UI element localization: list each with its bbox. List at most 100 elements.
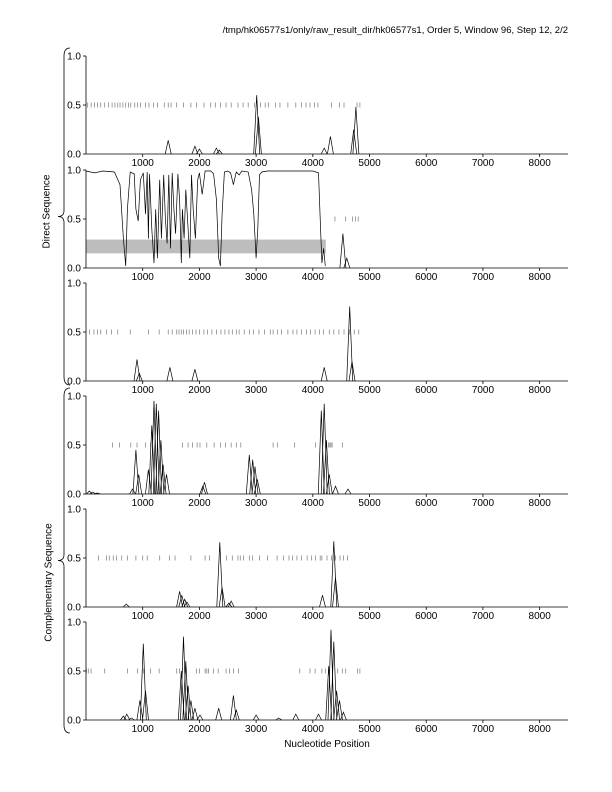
panel-4-peak bbox=[155, 410, 162, 495]
panel-6-peak bbox=[232, 709, 240, 721]
panel-4-peak bbox=[145, 469, 152, 495]
panel-5-peak bbox=[330, 541, 338, 608]
panel-6-peak bbox=[187, 700, 195, 721]
panel-6-peak bbox=[191, 708, 199, 721]
panel-4-xtick-label: 5000 bbox=[358, 498, 381, 509]
panel-6-peak bbox=[325, 666, 333, 721]
panel-2-xtick-label: 5000 bbox=[358, 272, 381, 283]
panel-3-peak bbox=[320, 367, 328, 382]
panel-1-xtick-label: 3000 bbox=[245, 158, 268, 169]
panel-6-peak bbox=[180, 636, 187, 721]
panel-3-xtick-label: 1000 bbox=[132, 385, 155, 396]
panel-2-profile-line bbox=[85, 170, 326, 267]
panel-4-xtick-label: 8000 bbox=[529, 498, 552, 509]
panel-6-peak bbox=[123, 713, 131, 721]
panel-1-peak bbox=[164, 140, 172, 155]
panel-4-peak bbox=[163, 474, 170, 495]
panel-3-ytick-label: 1.0 bbox=[67, 279, 81, 290]
panel-4-peak bbox=[150, 400, 158, 495]
panel-5-ytick-label: 0.5 bbox=[67, 554, 81, 565]
panel-5-peak bbox=[183, 601, 191, 608]
panel-4-peak bbox=[249, 459, 257, 495]
panel-5-peak bbox=[181, 598, 189, 608]
panel-1-xtick-label: 8000 bbox=[529, 158, 552, 169]
panel-2-xtick-label: 8000 bbox=[529, 272, 552, 283]
panel-5-xtick-label: 3000 bbox=[245, 611, 268, 622]
panel-4-peak bbox=[94, 492, 101, 495]
panel-2-xtick-label: 2000 bbox=[188, 272, 211, 283]
panel-1-xtick-label: 1000 bbox=[132, 158, 155, 169]
panel-3-peak bbox=[346, 306, 354, 382]
panel-1-peak bbox=[213, 147, 220, 155]
panel-6-peak bbox=[182, 661, 190, 721]
panel-5-peak bbox=[319, 595, 326, 608]
panel-6-ytick-label: 1.0 bbox=[67, 618, 81, 629]
complementary-group-brace bbox=[57, 387, 71, 734]
panel-5-peak bbox=[218, 587, 226, 608]
panel-1-peak bbox=[327, 136, 334, 155]
panel-5-xtick-label: 7000 bbox=[472, 611, 495, 622]
x-axis-label: Nucleotide Position bbox=[284, 739, 370, 750]
panel-6-peak bbox=[333, 690, 340, 721]
panel-6-peak bbox=[330, 641, 338, 721]
panel-6-xtick-label: 8000 bbox=[529, 724, 552, 735]
panel-6-peak bbox=[315, 713, 322, 721]
panel-5-xtick-label: 4000 bbox=[302, 611, 325, 622]
panel-4-peak bbox=[201, 482, 208, 495]
panel-5-ytick-label: 1.0 bbox=[67, 505, 81, 516]
panel-6-peak bbox=[292, 713, 300, 721]
panel-4-ytick-label: 0.0 bbox=[67, 490, 81, 501]
direct-group-brace bbox=[57, 47, 71, 386]
panel-6-peak bbox=[230, 695, 237, 721]
panel-4-xtick-label: 4000 bbox=[302, 498, 325, 509]
panel-2-peak bbox=[339, 233, 347, 269]
panel-6-peak bbox=[120, 715, 127, 721]
panel-5-peak bbox=[227, 600, 235, 608]
panel-4-ytick-label: 0.5 bbox=[67, 441, 81, 452]
panel-6-xtick-label: 7000 bbox=[472, 724, 495, 735]
panel-2-ytick-label: 0.0 bbox=[67, 264, 81, 275]
panel-4-peak bbox=[344, 488, 352, 495]
panel-1-peak bbox=[253, 95, 261, 155]
chart-header: /tmp/hk06577s1/only/raw_result_dir/hk065… bbox=[222, 25, 568, 36]
panel-1-peak bbox=[352, 106, 360, 155]
panel-4-peak bbox=[135, 474, 143, 495]
panel-5-peak bbox=[178, 595, 186, 608]
panel-3-xtick-label: 6000 bbox=[415, 385, 438, 396]
panel-2-xtick-label: 1000 bbox=[132, 272, 155, 283]
panel-6-peak bbox=[184, 685, 192, 721]
panel-6-peak bbox=[275, 717, 282, 721]
panel-5-xtick-label: 1000 bbox=[132, 611, 155, 622]
panel-4-peak bbox=[251, 466, 259, 495]
panel-1-ytick-label: 1.0 bbox=[67, 52, 81, 63]
panel-5-xtick-label: 6000 bbox=[415, 611, 438, 622]
panel-4-peak bbox=[320, 403, 328, 495]
panel-3-xtick-label: 3000 bbox=[245, 385, 268, 396]
panel-3-peak bbox=[348, 361, 356, 382]
panel-1-xtick-label: 4000 bbox=[302, 158, 325, 169]
panel-4-peak bbox=[199, 485, 207, 495]
panel-5-xtick-label: 8000 bbox=[529, 611, 552, 622]
panel-6-peak bbox=[215, 708, 223, 721]
panel-4-peak bbox=[323, 440, 330, 495]
panel-1-peak bbox=[320, 147, 328, 155]
panel-2-xtick-label: 4000 bbox=[302, 272, 325, 283]
panel-4-peak bbox=[332, 485, 339, 495]
panel-6-peak bbox=[327, 629, 335, 721]
panel-4-peak bbox=[253, 479, 261, 495]
panel-1-ytick-label: 0.5 bbox=[67, 101, 81, 112]
panel-6-peak bbox=[136, 700, 144, 721]
panel-3-xtick-label: 2000 bbox=[188, 385, 211, 396]
panel-6-peak bbox=[252, 714, 260, 721]
panel-6-ytick-label: 0.5 bbox=[67, 667, 81, 678]
panel-5-xtick-label: 2000 bbox=[188, 611, 211, 622]
panel-6-peak bbox=[142, 690, 149, 721]
panel-1-peak bbox=[350, 129, 358, 155]
panel-3-ytick-label: 0.5 bbox=[67, 328, 81, 339]
panel-1-peak bbox=[255, 116, 262, 155]
panel-5-peak bbox=[225, 602, 233, 608]
panel-6-peak bbox=[128, 717, 135, 721]
panel-4-xtick-label: 6000 bbox=[415, 498, 438, 509]
panel-5-xtick-label: 5000 bbox=[358, 611, 381, 622]
